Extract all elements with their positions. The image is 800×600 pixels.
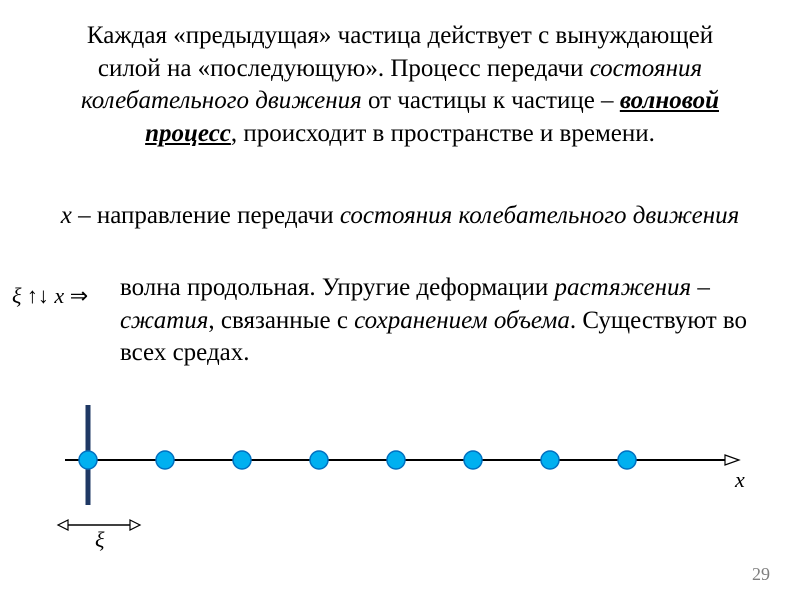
wave-diagram: ξx — [40, 395, 760, 575]
p2b: – направление передачи — [72, 202, 340, 229]
sym-dn-icon: ↓ — [38, 283, 49, 308]
p3c: , связанные с — [208, 307, 354, 334]
p2c: состояния колебательного движения — [340, 202, 739, 229]
p1e: , происходит в пространстве и времени. — [231, 120, 655, 147]
p2a: x — [61, 202, 72, 229]
sym-x: x — [54, 283, 64, 308]
svg-text:ξ: ξ — [95, 527, 105, 552]
sym-implies-icon: ⇒ — [70, 283, 88, 308]
svg-text:x: x — [734, 467, 745, 492]
p3d: сохранением объема — [354, 307, 570, 334]
sym-xi: ξ — [12, 283, 21, 308]
paragraph-1: Каждая «предыдущая» частица действует с … — [70, 20, 730, 150]
paragraph-3: волна продольная. Упругие деформации рас… — [120, 272, 760, 370]
sym-up-icon: ↑ — [27, 283, 38, 308]
symbol-block: ξ ↑↓ x ⇒ — [12, 283, 112, 309]
paragraph-2: x – направление передачи состояния колеб… — [60, 200, 740, 233]
p3a: волна продольная. Упругие деформации — [120, 274, 555, 301]
page-number: 29 — [752, 564, 770, 585]
p1c: от частицы к частице – — [362, 87, 620, 114]
